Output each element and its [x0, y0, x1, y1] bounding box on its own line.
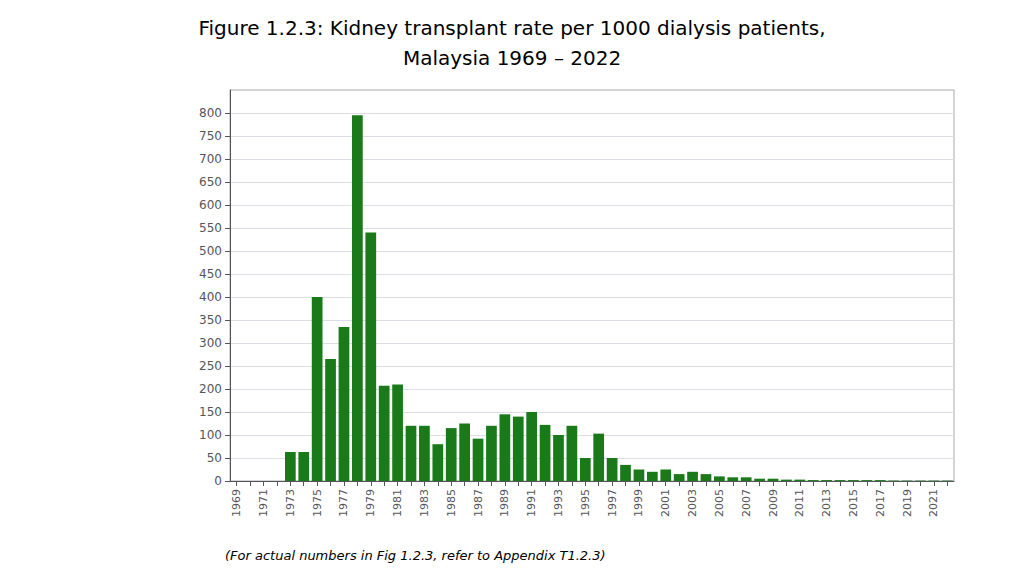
svg-text:1977: 1977 [337, 489, 350, 517]
svg-text:1987: 1987 [472, 489, 485, 517]
svg-text:500: 500 [199, 244, 222, 258]
svg-text:200: 200 [199, 382, 222, 396]
svg-text:150: 150 [199, 405, 222, 419]
svg-text:1989: 1989 [498, 489, 511, 517]
svg-text:1975: 1975 [311, 489, 324, 517]
svg-text:1985: 1985 [445, 489, 458, 517]
svg-text:Figure 1.2.3: Kidney transplan: Figure 1.2.3: Kidney transplant rate per… [198, 16, 825, 40]
svg-text:400: 400 [199, 290, 222, 304]
svg-text:300: 300 [199, 336, 222, 350]
svg-text:50: 50 [207, 451, 222, 465]
svg-text:1983: 1983 [418, 489, 431, 517]
svg-text:2013: 2013 [820, 489, 833, 517]
svg-text:2007: 2007 [740, 489, 753, 517]
svg-text:2005: 2005 [713, 489, 726, 517]
svg-text:600: 600 [199, 198, 222, 212]
svg-text:800: 800 [199, 106, 222, 120]
svg-text:1993: 1993 [552, 489, 565, 517]
svg-text:2003: 2003 [686, 489, 699, 517]
svg-text:Malaysia 1969 – 2022: Malaysia 1969 – 2022 [403, 46, 621, 70]
svg-text:450: 450 [199, 267, 222, 281]
svg-text:250: 250 [199, 359, 222, 373]
svg-text:1997: 1997 [606, 489, 619, 517]
svg-text:650: 650 [199, 175, 222, 189]
svg-text:2009: 2009 [767, 489, 780, 517]
svg-text:2015: 2015 [847, 489, 860, 517]
svg-text:1999: 1999 [632, 489, 645, 517]
svg-text:1971: 1971 [257, 489, 270, 517]
svg-text:1979: 1979 [364, 489, 377, 517]
svg-text:1995: 1995 [579, 489, 592, 517]
svg-text:550: 550 [199, 221, 222, 235]
svg-text:1981: 1981 [391, 489, 404, 517]
svg-text:1973: 1973 [284, 489, 297, 517]
svg-text:750: 750 [199, 129, 222, 143]
svg-text:1991: 1991 [525, 489, 538, 517]
svg-text:2019: 2019 [901, 489, 914, 517]
svg-text:2017: 2017 [874, 489, 887, 517]
svg-text:2011: 2011 [793, 489, 806, 517]
svg-text:100: 100 [199, 428, 222, 442]
svg-text:0: 0 [214, 474, 222, 488]
svg-text:1969: 1969 [230, 489, 243, 517]
svg-text:2021: 2021 [927, 489, 940, 517]
svg-text:700: 700 [199, 152, 222, 166]
svg-text:2001: 2001 [659, 489, 672, 517]
svg-text:350: 350 [199, 313, 222, 327]
svg-text:(For actual numbers in Fig 1.2: (For actual numbers in Fig 1.2.3, refer … [225, 548, 606, 563]
